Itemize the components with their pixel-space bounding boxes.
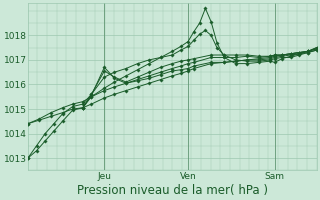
X-axis label: Pression niveau de la mer( hPa ): Pression niveau de la mer( hPa ): [77, 184, 268, 197]
